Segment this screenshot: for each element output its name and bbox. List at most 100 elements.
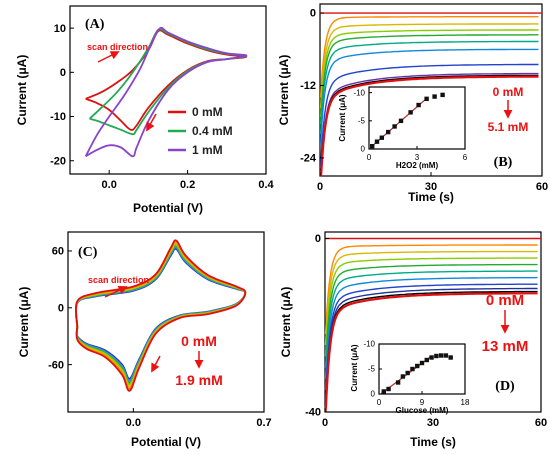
panel-d-xtick-label: 0 (322, 417, 328, 429)
panel-b-ytick-label: 0 (310, 8, 316, 20)
panel-d-inset-data-point (443, 353, 449, 358)
panel-b-inset-ytick-label: 0 (361, 145, 366, 154)
legend-label-04mM: 0.4 mM (192, 124, 233, 138)
panel-d-inset-data-point (386, 386, 391, 392)
panel-a-label: (A) (85, 17, 105, 32)
panel-d-inset-data-point (405, 370, 410, 376)
panel-b-xtick-label: 60 (536, 181, 548, 193)
panel-b-ytick-label: -24 (300, 153, 317, 165)
panel-c-cv-loop-3 (75, 243, 247, 386)
panel-c-ylabel: Current (μA) (17, 287, 31, 358)
panel-b-current-curve-4 (319, 34, 539, 125)
panel-b-inset-xtick-label: 0 (367, 153, 372, 162)
panel-a-xtick-label: 0.4 (258, 179, 274, 191)
panel-d-top-annotation: 0 mM (486, 292, 524, 309)
panel-b-inset-xlabel: H2O2 (mM) (396, 161, 439, 170)
panel-b-inset-data-point (398, 118, 404, 124)
panel-c-label: (C) (78, 245, 98, 260)
panel-b-inset-ytick-label: -10 (353, 88, 365, 97)
panel-b-current-curve-6 (319, 48, 539, 146)
panel-c-xtick-label: 0.7 (256, 417, 271, 429)
panel-d-inset-data-point (438, 353, 444, 358)
panel-c-axes: 0.0 0.7 -60 0 60 (48, 246, 272, 429)
panel-b-inset-ylabel: Current (μA) (338, 94, 347, 141)
panel-c-bottom-annotation: 1.9 mM (175, 372, 222, 388)
panel-a-cv-curve-2 (84, 26, 248, 158)
panel-b-inset-data-point (392, 124, 397, 129)
panel-d-inset-ytick-label: -5 (368, 365, 376, 374)
panel-d-inset-data-point (429, 355, 434, 360)
panel-c-cv-loop-5 (75, 240, 247, 390)
panel-b-inset-ytick-label: -5 (358, 116, 366, 125)
panel-b-inset-data-point (408, 110, 413, 115)
panel-b-inset-data-point (386, 129, 391, 135)
panel-d-axes: 0 30 60-400 (305, 233, 547, 429)
panel-d-inset-xtick-label: 9 (420, 398, 425, 407)
panel-d-xtick-label: 60 (535, 417, 547, 429)
panel-c-top-annotation: 0 mM (181, 333, 217, 349)
panel-a-ytick-label: -10 (50, 111, 66, 123)
panel-b-xtick-label: 0 (317, 181, 323, 193)
panel-b-inset-xtick-label: 3 (415, 153, 420, 162)
panel-b-inset-data-point (424, 96, 429, 102)
panel-d-xtick-label: 30 (427, 417, 439, 429)
panel-d-current-curve-5 (324, 270, 538, 379)
panel-c-ytick-label: 0 (58, 302, 64, 314)
panel-b-xtick-label: 30 (425, 181, 437, 193)
panel-a-scan-arrow (97, 51, 120, 63)
panel-b-inset-data-point (370, 143, 375, 149)
panel-a-ylabel: Current (μA) (15, 55, 29, 126)
panel-b-inset-data-point (440, 92, 445, 98)
panel-d-inset-ylabel: Current (μA) (350, 344, 359, 391)
panel-d-inset-data-point (419, 360, 425, 366)
panel-a-axes: 0.0 0.2 0.4 -20 -10 0 10 (50, 23, 274, 191)
panel-b-current-curve-3 (319, 29, 539, 118)
panel-d-ytick-label: 0 (315, 233, 321, 245)
panel-d-current-curve-10 (324, 292, 538, 413)
panel-a-scan-arrow-down (146, 113, 157, 132)
panel-d-label: (D) (495, 379, 515, 394)
panel-a-ytick-label: 0 (60, 67, 66, 79)
panel-d-current-curve-1 (324, 244, 538, 334)
panel-a: 0.0 0.2 0.4 -20 -10 0 10 (A) scan direction 0 … (15, 5, 275, 215)
panel-c-xtick-label: 0.0 (126, 417, 141, 429)
panel-b-ylabel: Current (μA) (277, 55, 291, 126)
panel-b-top-annotation: 0 mM (493, 85, 524, 99)
panel-d-inset-data-point (395, 380, 401, 385)
panel-d-bottom-annotation: 13 mM (482, 338, 529, 355)
panel-b-plot (319, 12, 542, 177)
panel-b: 0 30 60-24-120 0 3 60-5-10 H2O2 (mM) Current… (277, 3, 548, 204)
panel-d-inset-data-point (448, 355, 453, 360)
panel-b-inset-data-point (432, 94, 437, 99)
panel-d-current-curve-7 (324, 283, 538, 402)
panel-b-current-curve-1 (319, 16, 539, 98)
panel-d-inset-xtick-label: 0 (377, 398, 382, 407)
panel-c-scan-direction: scan direction (88, 275, 149, 285)
panel-b-bottom-annotation: 5.1 mM (488, 120, 529, 134)
panel-d-inset-xtick-label: 18 (461, 398, 470, 407)
panel-d-current-curve-4 (324, 263, 538, 368)
panel-c-xlabel: Potential (V) (131, 435, 201, 449)
panel-b-inset-data-point (374, 139, 380, 144)
panel-d: 0 30 60-400 0 9 180-5-10 Glucose (mM) Curren… (279, 231, 547, 449)
panel-a-ytick-label: -20 (50, 155, 66, 167)
panel-b-axes: 0 30 60-24-120 (300, 8, 548, 193)
panel-d-current-curve-8 (324, 287, 538, 409)
panel-d-inset-data-point (415, 363, 420, 369)
panel-d-inset-ytick-label: -10 (363, 340, 375, 349)
panel-d-inset-frame (378, 343, 466, 395)
panel-c-ytick-label: 60 (52, 246, 64, 258)
panel-b-inset-xtick-label: 6 (463, 153, 468, 162)
panel-a-plot (84, 26, 248, 158)
panel-b-current-curve-10 (319, 75, 539, 177)
panel-b-current-curve-2 (319, 23, 539, 109)
panel-d-inset-data-point (381, 389, 386, 394)
panel-b-inset-data-point (379, 135, 384, 140)
panel-a-scan-direction: scan direction (87, 42, 148, 52)
legend-label-0mM: 0 mM (192, 105, 223, 119)
panel-c-ytick-label: -60 (48, 359, 64, 371)
panel-d-current-curve-2 (324, 250, 538, 346)
panel-d-inset: 0 9 18 0 -5 -10 (363, 340, 470, 407)
panel-d-inset-ytick-label: 0 (371, 390, 376, 399)
panel-b-inset-data-point (416, 102, 421, 108)
